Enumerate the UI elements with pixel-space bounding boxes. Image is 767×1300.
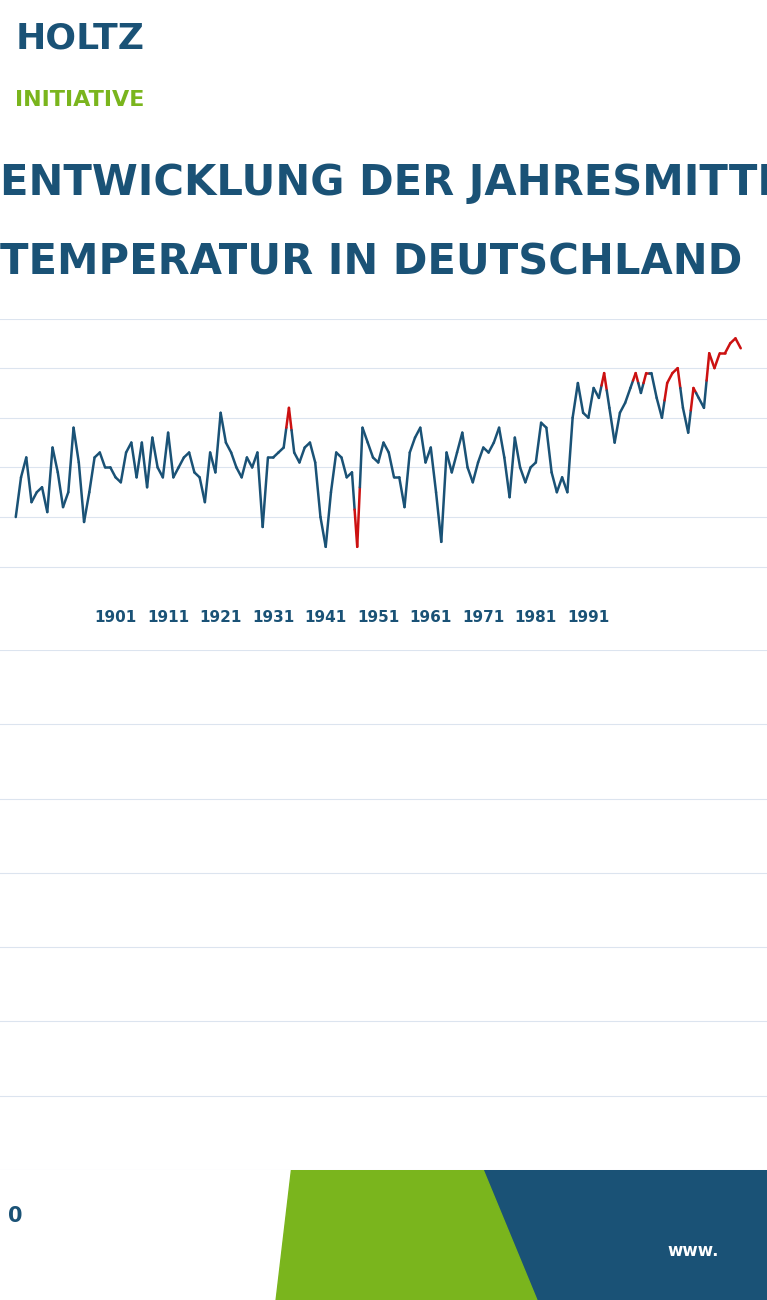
Text: 1981: 1981 bbox=[515, 610, 557, 625]
Text: ENTWICKLUNG DER JAHRESMITTEL-: ENTWICKLUNG DER JAHRESMITTEL- bbox=[0, 161, 767, 204]
Text: 1911: 1911 bbox=[147, 610, 189, 625]
Text: HOLTZ: HOLTZ bbox=[15, 22, 144, 56]
Text: www.: www. bbox=[667, 1242, 719, 1260]
Text: 1921: 1921 bbox=[199, 610, 242, 625]
Text: 0: 0 bbox=[8, 1206, 22, 1226]
Text: 1991: 1991 bbox=[568, 610, 610, 625]
Polygon shape bbox=[276, 1170, 537, 1300]
Text: 1971: 1971 bbox=[463, 610, 505, 625]
Text: 1941: 1941 bbox=[304, 610, 347, 625]
Text: INITIATIVE: INITIATIVE bbox=[15, 90, 145, 110]
Text: 1961: 1961 bbox=[410, 610, 452, 625]
Text: 1931: 1931 bbox=[252, 610, 295, 625]
Bar bbox=[337, 1170, 767, 1300]
Text: 1951: 1951 bbox=[357, 610, 400, 625]
Text: TEMPERATUR IN DEUTSCHLAND: TEMPERATUR IN DEUTSCHLAND bbox=[0, 242, 742, 283]
Text: 1901: 1901 bbox=[94, 610, 137, 625]
